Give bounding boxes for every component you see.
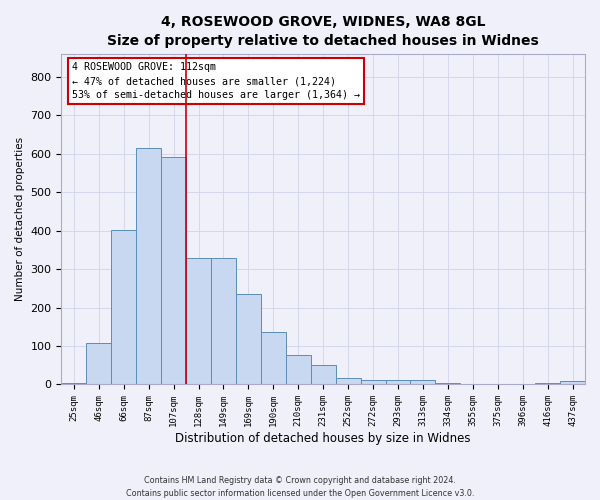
Bar (136, 148, 161, 384)
Text: 4 ROSEWOOD GROVE: 112sqm
← 47% of detached houses are smaller (1,224)
53% of sem: 4 ROSEWOOD GROVE: 112sqm ← 47% of detach… (72, 62, 360, 100)
Bar (86, 344, 111, 384)
Title: 4, ROSEWOOD GROVE, WIDNES, WA8 8GL
Size of property relative to detached houses : 4, ROSEWOOD GROVE, WIDNES, WA8 8GL Size … (107, 15, 539, 48)
Bar (111, 230, 136, 384)
Text: Contains HM Land Registry data © Crown copyright and database right 2024.
Contai: Contains HM Land Registry data © Crown c… (126, 476, 474, 498)
Bar (535, 382, 560, 384)
Bar (61, 382, 86, 384)
Bar (186, 258, 211, 384)
Bar (211, 258, 236, 384)
Bar (261, 332, 286, 384)
X-axis label: Distribution of detached houses by size in Widnes: Distribution of detached houses by size … (175, 432, 471, 445)
Bar (335, 378, 361, 384)
Bar (560, 382, 585, 384)
Bar (386, 380, 410, 384)
Bar (236, 294, 261, 384)
Y-axis label: Number of detached properties: Number of detached properties (15, 137, 25, 301)
Bar (410, 380, 436, 384)
Bar (161, 157, 186, 384)
Bar (436, 382, 460, 384)
Bar (286, 355, 311, 384)
Bar (311, 365, 335, 384)
Bar (361, 380, 386, 384)
